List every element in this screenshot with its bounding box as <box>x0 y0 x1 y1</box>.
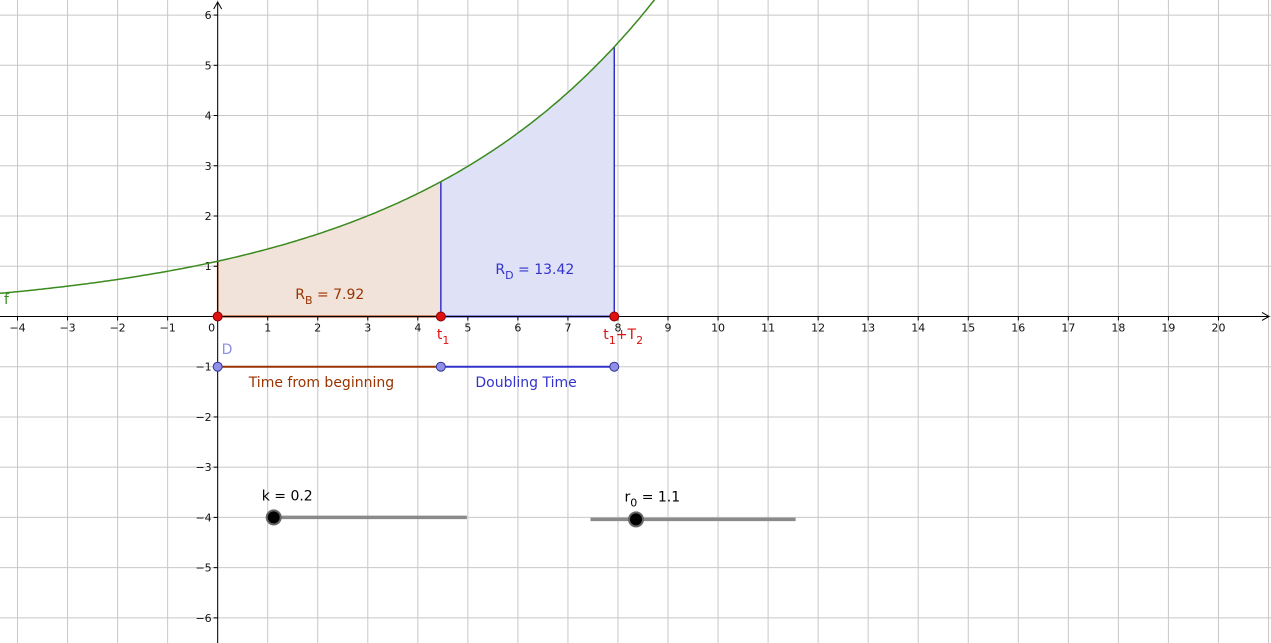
slider-k-label: k = 0.2 <box>262 488 313 504</box>
region-rd-fill <box>440 46 615 317</box>
point-segment-end[interactable] <box>609 361 620 372</box>
x-tick-label: 16 <box>1011 321 1025 334</box>
point-t1-plus-t2[interactable] <box>609 311 620 322</box>
x-tick-label: 4 <box>414 321 421 334</box>
x-tick-label: 9 <box>665 321 672 334</box>
slider-k[interactable]: k = 0.2 <box>262 488 467 526</box>
label-t1-plus-t2: t1+T2 <box>603 327 643 347</box>
region-rb-fill <box>217 181 441 317</box>
x-tick-label: −3 <box>59 321 75 334</box>
x-tick-label: 20 <box>1211 321 1225 334</box>
x-axis-arrow <box>1261 312 1271 321</box>
y-axis-arrow <box>213 0 223 10</box>
function-label-f: f <box>4 292 10 308</box>
x-tick-label: 17 <box>1061 321 1075 334</box>
y-tick-labels: 6 5 4 3 2 1 −1 −2 −3 −4 −5 −6 <box>195 9 218 625</box>
x-tick-label: 5 <box>464 321 471 334</box>
label-point-d: D <box>222 342 233 358</box>
x-tick-label: 2 <box>314 321 321 334</box>
x-tick-label: 0 <box>208 321 215 334</box>
x-tick-label: 19 <box>1161 321 1175 334</box>
y-tick-label: 6 <box>205 9 212 22</box>
y-tick-label: 3 <box>205 160 212 173</box>
y-tick-label: −4 <box>195 511 211 524</box>
point-segment-mid[interactable] <box>435 361 446 372</box>
y-tick-label: −5 <box>195 562 211 575</box>
slider-r0-knob[interactable] <box>628 511 645 528</box>
x-tick-label: −4 <box>9 321 25 334</box>
x-tick-label: 14 <box>911 321 925 334</box>
x-tick-label: −2 <box>109 321 125 334</box>
x-tick-label: 10 <box>711 321 725 334</box>
x-tick-label: 3 <box>364 321 371 334</box>
label-time-from-beginning: Time from beginning <box>248 375 394 391</box>
label-rd: RD = 13.42 <box>495 262 574 282</box>
y-tick-label: −2 <box>195 411 211 424</box>
x-tick-label: 6 <box>514 321 521 334</box>
x-tick-label: 15 <box>961 321 975 334</box>
x-tick-label: 13 <box>861 321 875 334</box>
x-tick-label: −1 <box>160 321 176 334</box>
label-rb: RB = 7.92 <box>295 287 364 307</box>
y-tick-label: 5 <box>205 59 212 72</box>
slider-r0-label: r0 = 1.1 <box>624 489 680 509</box>
y-tick-label: 2 <box>205 210 212 223</box>
x-tick-labels: −4 −3 −2 −1 0 1 2 3 4 5 6 7 8 9 10 11 12 13 14 15 16 17 18 19 20 <box>9 316 1225 334</box>
point-d[interactable] <box>212 361 223 372</box>
function-curve-f[interactable] <box>0 0 667 295</box>
point-t1[interactable] <box>435 311 446 322</box>
y-tick-label: −3 <box>195 461 211 474</box>
y-tick-label: −1 <box>195 361 211 374</box>
x-tick-label: 1 <box>264 321 271 334</box>
x-tick-label: 18 <box>1111 321 1125 334</box>
y-tick-label: 4 <box>205 110 212 123</box>
x-tick-label: 12 <box>811 321 825 334</box>
slider-r0[interactable]: r0 = 1.1 <box>590 489 796 528</box>
label-t1: t1 <box>437 327 450 347</box>
y-tick-label: 1 <box>205 260 212 273</box>
y-tick-label: −6 <box>195 612 211 625</box>
label-doubling-time: Doubling Time <box>475 375 576 391</box>
point-origin[interactable] <box>212 311 223 322</box>
x-tick-label: 11 <box>761 321 775 334</box>
slider-k-knob[interactable] <box>265 509 282 526</box>
x-tick-label: 8 <box>614 321 621 334</box>
x-tick-label: 7 <box>564 321 571 334</box>
